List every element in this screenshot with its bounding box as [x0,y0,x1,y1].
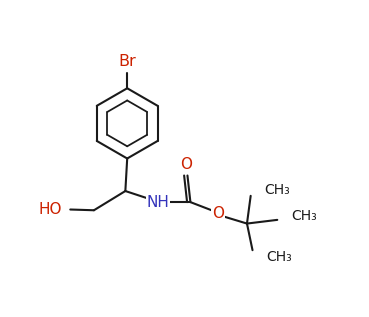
Text: O: O [180,157,192,172]
Text: CH₃: CH₃ [265,183,290,197]
Text: Br: Br [118,54,136,69]
Text: O: O [212,206,224,221]
Text: NH: NH [146,195,169,210]
Text: CH₃: CH₃ [266,250,292,264]
Text: HO: HO [38,202,62,217]
Text: CH₃: CH₃ [292,209,317,223]
